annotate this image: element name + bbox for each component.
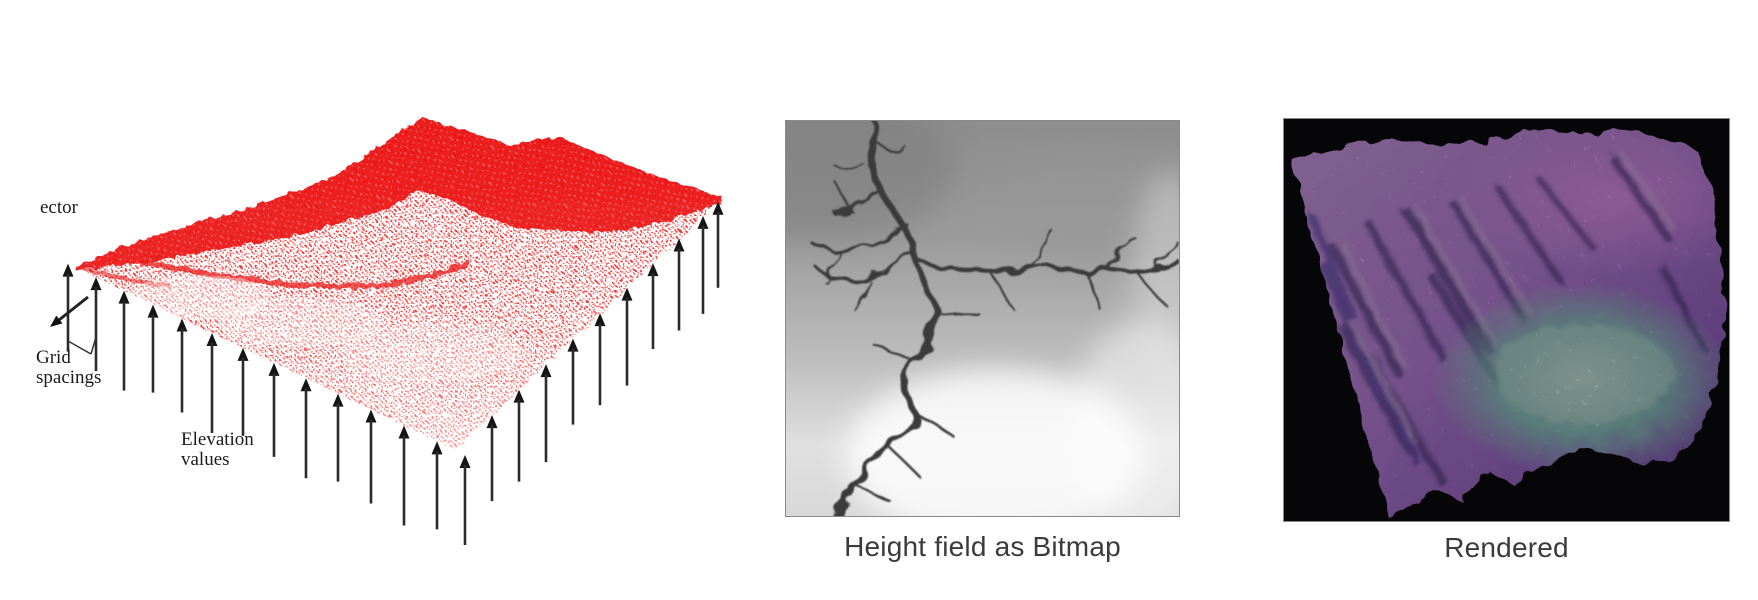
heightfield-mesh-image — [50, 118, 724, 545]
bitmap-caption: Height field as Bitmap — [844, 531, 1121, 562]
grid-label-line1: Grid — [36, 347, 71, 368]
elevation-label-line1: Elevation — [181, 429, 254, 450]
grid-label-line2: spacings — [36, 367, 102, 388]
elevation-values-label: Elevation values — [181, 430, 254, 470]
heightmap-panel: Height field as Bitmap — [785, 120, 1180, 562]
heightmap-image — [785, 120, 1180, 517]
rendered-image — [1283, 118, 1730, 522]
heightfield-diagram-panel: ector Grid spacings Elevation values — [0, 90, 770, 560]
elevation-label-line2: values — [181, 449, 230, 470]
mesh-surface — [74, 118, 723, 450]
rendered-panel: Rendered — [1283, 118, 1730, 563]
grid-spacing-vector-icon — [50, 295, 97, 355]
elevation-arrows — [62, 201, 724, 545]
river-channels — [807, 120, 1180, 517]
vector-label: ector — [40, 197, 78, 218]
grid-spacings-label: Grid spacings — [36, 348, 101, 388]
rendered-caption: Rendered — [1444, 532, 1569, 563]
